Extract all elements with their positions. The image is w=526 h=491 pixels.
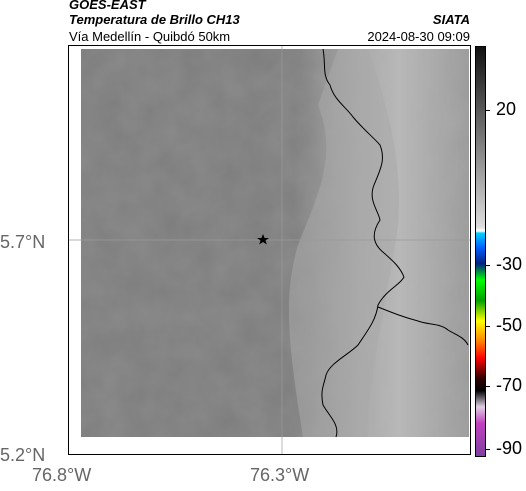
colorbar-label: -30 xyxy=(496,254,523,274)
colorbar-label: 20 xyxy=(496,99,517,119)
colorbar-label: -50 xyxy=(496,315,523,335)
lon-label-76-3: 76.3°W xyxy=(250,465,310,485)
colorbar-tick xyxy=(485,265,490,266)
lon-label-76-8: 76.8°W xyxy=(32,465,92,485)
colorbar-tick xyxy=(485,386,490,387)
mountain-ridge xyxy=(288,49,399,437)
colorbar-tick xyxy=(485,326,490,327)
lat-label-5-2: 5.2°N xyxy=(0,445,46,465)
route-subtitle: Vía Medellín - Quibdó 50km xyxy=(69,29,231,44)
lat-label-5-7: 5.7°N xyxy=(0,232,46,252)
product-title: Temperatura de Brillo CH13 xyxy=(69,12,240,27)
colorbar-tick xyxy=(485,449,490,450)
org-label: SIATA xyxy=(432,12,470,27)
colorbar-label: -90 xyxy=(496,438,523,458)
department-border-east xyxy=(377,306,469,346)
timestamp-label: 2024-08-30 09:09 xyxy=(367,29,470,44)
satellite-map[interactable] xyxy=(68,45,471,455)
department-border xyxy=(321,48,405,438)
colorbar xyxy=(475,46,486,457)
star-icon xyxy=(257,234,269,245)
satellite-name: GOES-EAST xyxy=(69,0,146,12)
colorbar-tick xyxy=(485,110,490,111)
colorbar-label: -70 xyxy=(496,375,523,395)
